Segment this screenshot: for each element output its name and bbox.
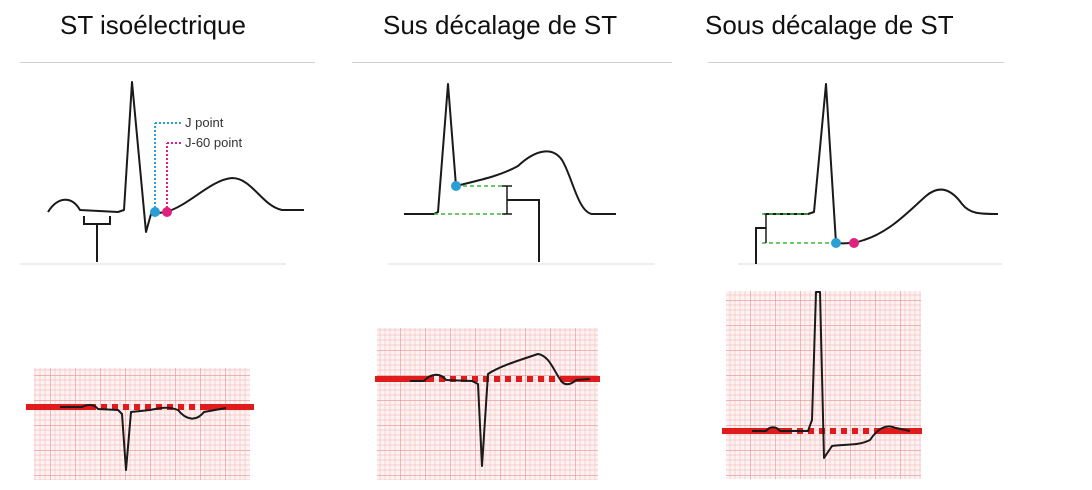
ecg-trace [60, 403, 227, 471]
j60-point-label: J-60 point [185, 135, 242, 150]
panel-title-isoelectric: ST isoélectrique [60, 10, 246, 40]
schematic-depression [738, 83, 1002, 265]
ecg-paper [377, 328, 598, 480]
ecg-strip-isoelectric [26, 368, 254, 480]
j-point-marker [150, 207, 160, 217]
ecg-trace [764, 83, 999, 245]
ecg-strip-depression [722, 291, 922, 479]
ecg-trace [410, 353, 591, 467]
calibration-bracket [83, 216, 111, 262]
j-point-label: J point [185, 115, 224, 130]
panel-title-elevation: Sus décalage de ST [383, 10, 618, 40]
schematic-elevation [388, 83, 655, 265]
j60-point-marker [849, 238, 859, 248]
ecg-strip-elevation [375, 328, 600, 480]
ecg-trace [752, 291, 911, 459]
title-divider-depression [708, 62, 1004, 63]
calibration-bracket [755, 227, 766, 264]
schematic-isoelectric: J point J-60 point [20, 81, 304, 265]
calibration-bracket [507, 199, 540, 262]
panel-title-depression: Sous décalage de ST [705, 10, 954, 40]
title-divider-isoelectric [20, 62, 315, 63]
j-point-marker [451, 181, 461, 191]
ecg-trace [404, 83, 616, 215]
j-point-marker [831, 238, 841, 248]
j60-point-marker [162, 207, 172, 217]
ecg-paper [34, 368, 250, 480]
ecg-trace [47, 81, 304, 233]
title-divider-elevation [352, 62, 672, 63]
